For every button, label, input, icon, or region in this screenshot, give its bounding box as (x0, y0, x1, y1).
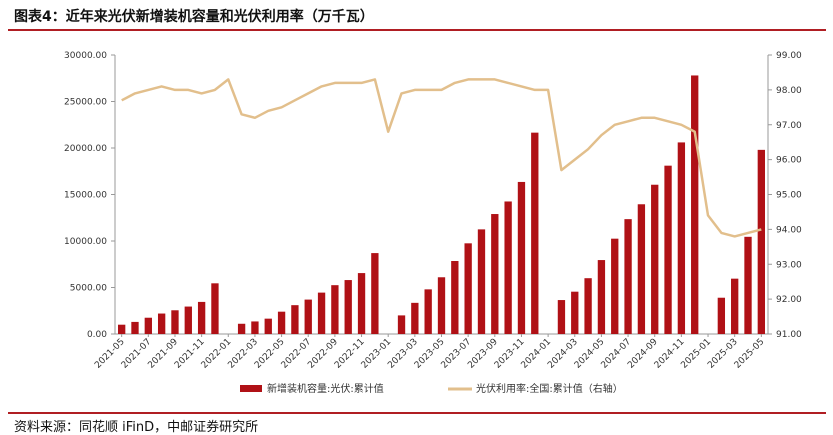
bar (277, 311, 286, 334)
bar (557, 300, 566, 334)
bar (517, 181, 526, 334)
bar (491, 214, 499, 334)
bar (357, 273, 366, 334)
left-axis-tick-label: 20000.00 (64, 144, 107, 154)
bar (424, 289, 432, 334)
x-axis-tick-label: 2025-05 (733, 337, 767, 371)
bar (211, 283, 219, 334)
right-axis-tick-label: 95.00 (776, 191, 802, 201)
bar (451, 260, 459, 334)
legend-swatch-bar (240, 385, 262, 392)
bar (597, 260, 606, 334)
left-axis-tick-label: 15000.00 (64, 191, 107, 201)
left-axis-tick-label: 0.00 (87, 330, 107, 340)
left-axis-tick-label: 10000.00 (64, 237, 107, 247)
right-axis-tick-label: 97.00 (776, 121, 802, 131)
legend-label-bar: 新增装机容量:光伏:累计值 (267, 382, 384, 395)
bar (291, 305, 299, 334)
bar (304, 299, 312, 334)
bar (371, 253, 379, 334)
bar (344, 280, 352, 334)
bar (691, 75, 699, 335)
bar (397, 315, 406, 334)
bar (651, 184, 659, 334)
chart: 0.00 5000.00 10000.00 15000.00 20000.00 25000… (64, 51, 802, 395)
right-axis-tick-label: 98.00 (776, 86, 802, 96)
bar (131, 321, 139, 334)
bar (157, 313, 166, 334)
bar (744, 236, 752, 334)
bar (411, 302, 419, 334)
right-axis-tick-label: 92.00 (776, 295, 802, 305)
bar (531, 132, 539, 334)
source-rule (8, 412, 826, 414)
chart-title: 图表4：近年来光伏新增装机容量和光伏利用率（万千瓦） (14, 9, 374, 25)
bar (171, 310, 179, 334)
source-note: 资料来源：同花顺 iFinD，中邮证券研究所 (14, 420, 259, 435)
right-axis-tick-label: 96.00 (776, 156, 802, 166)
right-axis-tick-label: 94.00 (776, 225, 802, 235)
left-axis-tick-label: 30000.00 (64, 51, 107, 61)
bar (571, 291, 579, 334)
bar (477, 229, 486, 334)
title-underline (8, 29, 826, 31)
utilization-line (121, 78, 762, 238)
bar (731, 278, 739, 334)
left-axis-tick-label: 25000.00 (64, 98, 107, 108)
bar (624, 219, 632, 334)
bar (331, 285, 339, 334)
bar (184, 306, 192, 334)
right-axis-tick-label: 99.00 (776, 51, 802, 61)
bar (504, 201, 512, 334)
bar (584, 278, 592, 334)
bar (317, 292, 326, 334)
bar (637, 204, 646, 334)
bar (757, 149, 766, 334)
bar (464, 243, 472, 334)
bar (264, 318, 272, 334)
right-axis-tick-label: 93.00 (776, 260, 802, 270)
bar (717, 297, 726, 334)
right-axis-tick-label: 91.00 (776, 330, 802, 340)
legend-label-line: 光伏利用率:全国:累计值（右轴） (476, 382, 623, 395)
left-axis-tick-label: 5000.00 (70, 284, 107, 294)
bar (664, 165, 672, 334)
bar (437, 277, 446, 334)
bar (117, 324, 126, 334)
bar (677, 142, 686, 334)
bar (197, 301, 206, 334)
bar (144, 317, 152, 334)
bar (611, 238, 619, 334)
bar (237, 323, 246, 334)
bar (251, 321, 259, 334)
